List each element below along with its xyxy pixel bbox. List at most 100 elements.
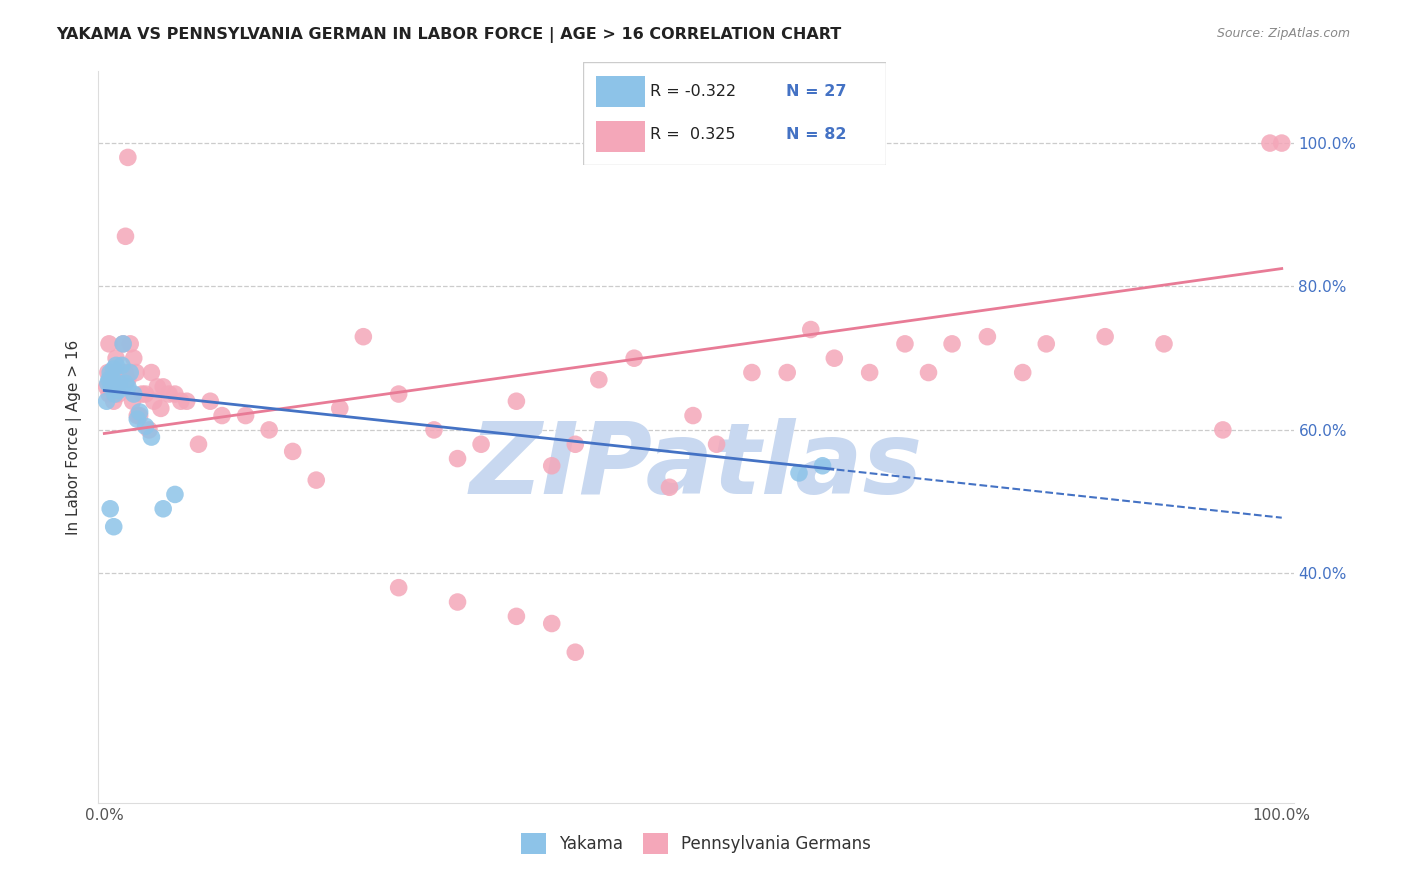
Point	[120, 336, 142, 351]
Point	[1011, 366, 1033, 380]
Point	[446, 595, 468, 609]
Point	[176, 394, 198, 409]
Point	[1094, 329, 1116, 343]
Point	[131, 387, 153, 401]
Point	[111, 359, 134, 373]
Point	[114, 376, 136, 391]
Point	[623, 351, 645, 366]
Point	[1212, 423, 1234, 437]
Point	[811, 458, 834, 473]
Point	[141, 366, 163, 380]
Point	[281, 444, 304, 458]
Point	[146, 380, 169, 394]
Point	[101, 366, 124, 380]
Point	[98, 501, 121, 516]
Point	[138, 423, 160, 437]
Point	[98, 373, 121, 387]
Point	[97, 376, 120, 391]
Point	[128, 409, 150, 423]
Point	[470, 437, 492, 451]
Point	[134, 419, 156, 434]
Point	[706, 437, 728, 451]
Point	[107, 387, 129, 401]
Point	[1153, 336, 1175, 351]
Point	[141, 430, 163, 444]
Point	[564, 645, 586, 659]
Point	[976, 329, 998, 343]
Point	[117, 380, 139, 394]
Point	[128, 405, 150, 419]
Text: YAKAMA VS PENNSYLVANIA GERMAN IN LABOR FORCE | AGE > 16 CORRELATION CHART: YAKAMA VS PENNSYLVANIA GERMAN IN LABOR F…	[56, 27, 841, 43]
Point	[125, 366, 148, 380]
Point	[187, 437, 209, 451]
Point	[108, 376, 131, 391]
Text: R =  0.325: R = 0.325	[650, 127, 735, 142]
Point	[388, 387, 411, 401]
Point	[107, 384, 129, 398]
Point	[112, 336, 135, 351]
Point	[127, 409, 149, 423]
Text: ZIPatlas: ZIPatlas	[470, 417, 922, 515]
Point	[505, 609, 527, 624]
Point	[120, 366, 142, 380]
Point	[170, 394, 193, 409]
FancyBboxPatch shape	[583, 62, 886, 165]
Point	[235, 409, 257, 423]
Point	[108, 373, 131, 387]
Point	[117, 150, 139, 164]
Point	[121, 394, 143, 409]
Point	[134, 387, 156, 401]
Point	[776, 366, 799, 380]
Point	[112, 336, 135, 351]
Point	[682, 409, 704, 423]
Point	[1035, 336, 1057, 351]
Point	[104, 369, 127, 384]
Point	[540, 458, 562, 473]
Point	[114, 229, 136, 244]
Point	[859, 366, 882, 380]
Point	[115, 373, 138, 387]
Point	[103, 362, 125, 376]
Point	[305, 473, 328, 487]
Point	[917, 366, 939, 380]
Point	[111, 366, 134, 380]
Text: R = -0.322: R = -0.322	[650, 84, 737, 99]
Point	[658, 480, 681, 494]
Point	[98, 336, 121, 351]
Point	[564, 437, 586, 451]
Point	[100, 380, 122, 394]
Point	[423, 423, 446, 437]
Y-axis label: In Labor Force | Age > 16: In Labor Force | Age > 16	[66, 340, 83, 534]
Point	[505, 394, 527, 409]
Point	[211, 409, 233, 423]
Point	[588, 373, 610, 387]
Point	[1258, 136, 1281, 150]
Point	[97, 366, 120, 380]
Point	[98, 373, 121, 387]
Point	[100, 380, 122, 394]
Text: N = 82: N = 82	[786, 127, 846, 142]
Text: Source: ZipAtlas.com: Source: ZipAtlas.com	[1216, 27, 1350, 40]
Point	[105, 359, 128, 373]
Point	[257, 423, 280, 437]
Point	[127, 412, 149, 426]
FancyBboxPatch shape	[596, 76, 645, 106]
Point	[446, 451, 468, 466]
Point	[787, 466, 810, 480]
Point	[163, 487, 186, 501]
Point	[122, 387, 145, 401]
Point	[103, 519, 125, 533]
Point	[104, 387, 127, 401]
Point	[152, 501, 174, 516]
Point	[114, 366, 136, 380]
Point	[96, 394, 118, 409]
Point	[152, 380, 174, 394]
Point	[105, 376, 128, 391]
Point	[1271, 136, 1294, 150]
Point	[101, 373, 124, 387]
Point	[117, 373, 139, 387]
Legend: Yakama, Pennsylvania Germans: Yakama, Pennsylvania Germans	[515, 827, 877, 860]
Point	[98, 366, 121, 380]
Point	[329, 401, 352, 416]
Text: N = 27: N = 27	[786, 84, 846, 99]
